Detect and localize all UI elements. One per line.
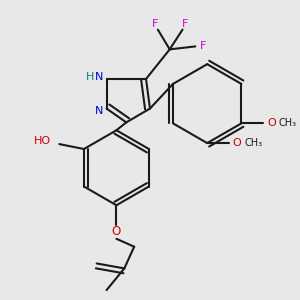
Text: N: N — [94, 72, 103, 82]
Text: H: H — [85, 72, 94, 82]
Text: HO: HO — [34, 136, 51, 146]
Text: CH₃: CH₃ — [245, 138, 263, 148]
Text: F: F — [182, 19, 189, 29]
Text: F: F — [200, 41, 206, 51]
Text: O: O — [267, 118, 276, 128]
Text: O: O — [233, 138, 242, 148]
Text: N: N — [94, 106, 103, 116]
Text: CH₃: CH₃ — [279, 118, 297, 128]
Text: O: O — [112, 225, 121, 239]
Text: F: F — [152, 19, 158, 29]
